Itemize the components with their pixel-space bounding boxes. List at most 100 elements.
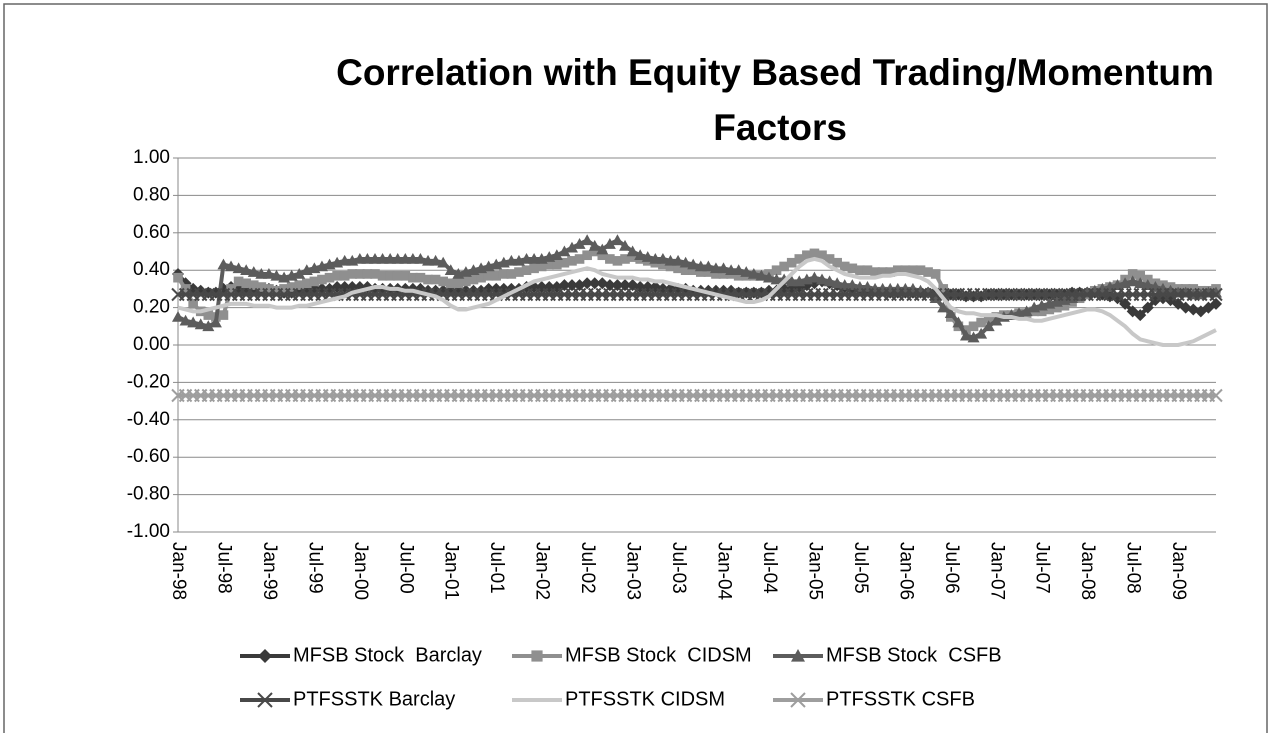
marker [596,243,609,255]
marker [1119,297,1132,310]
marker [491,271,502,281]
series [171,388,1223,403]
marker [672,254,685,266]
marker [1135,271,1146,281]
x-tick-label: Jul-99 [304,542,325,594]
x-tick-label: Jan-01 [441,542,462,600]
marker [498,269,509,279]
marker [544,259,555,270]
y-tick-label: 0.20 [133,297,170,318]
marker [437,256,450,268]
marker [225,260,238,272]
marker [603,279,616,292]
marker [923,267,933,277]
marker [846,279,859,290]
marker [588,239,601,251]
marker [453,278,464,289]
marker [770,273,783,285]
marker [937,301,950,313]
legend-label: PTFSSTK Barclay [293,688,455,710]
marker [709,262,722,274]
marker [581,234,594,246]
marker [779,261,789,272]
marker [589,246,600,257]
marker [209,316,222,328]
marker [240,264,253,275]
marker [468,274,479,285]
legend-item: PTFSSTK Barclay [240,688,455,710]
marker [309,276,320,287]
marker [802,250,812,261]
marker [824,254,835,264]
marker [1210,297,1222,310]
marker [1044,304,1055,315]
x-tick-label: Jul-01 [486,542,507,594]
marker [339,271,350,281]
marker [982,320,995,332]
marker [687,258,700,270]
x-tick-label: Jan-02 [532,542,553,600]
chart-title: Correlation with Equity Based Trading/Mo… [336,52,1214,148]
marker [347,269,358,279]
marker [967,331,980,343]
marker [506,269,517,279]
marker [536,261,547,272]
legend-label: MFSB Stock CIDSM [565,644,752,666]
marker [838,279,851,290]
y-tick-label: 0.00 [133,334,170,355]
marker [747,267,760,279]
marker [400,271,411,281]
marker [817,250,827,261]
marker [976,317,986,328]
marker [180,284,191,294]
marker [679,256,692,268]
marker [218,310,229,320]
marker [1141,279,1154,290]
marker [567,256,577,266]
marker [656,252,669,264]
marker [528,252,541,264]
marker [831,277,844,289]
chart-frame [3,3,1268,733]
marker [634,249,647,261]
marker [771,265,782,275]
marker [187,316,200,328]
x-tick-label: Jan-07 [986,542,1007,600]
marker [944,307,957,319]
marker [248,280,259,290]
marker [1209,287,1223,302]
marker [755,269,768,281]
marker [688,265,699,275]
marker [1141,301,1154,314]
marker [293,267,306,279]
marker [279,284,289,294]
marker [702,260,715,272]
marker [649,252,662,264]
marker [603,238,616,249]
marker [809,248,820,259]
y-tick-label: -0.40 [127,409,170,430]
marker [870,267,880,277]
marker [338,254,351,266]
y-tick-label: -0.60 [127,446,170,467]
marker [270,269,283,281]
marker [794,254,805,264]
marker [188,299,198,309]
marker [791,649,805,662]
x-tick-label: Jan-00 [350,542,371,600]
legend-label: MFSB Stock Barclay [293,644,482,666]
marker [550,249,563,261]
marker [983,314,994,324]
marker [241,278,251,289]
marker [627,252,638,262]
legend-label: MFSB Stock CSFB [826,644,1002,666]
marker [355,269,365,279]
marker [332,271,342,281]
marker [406,252,419,264]
marker [619,239,632,251]
marker [877,267,888,277]
marker [959,329,972,341]
marker [565,279,578,292]
x-tick-label: Jan-04 [714,542,735,601]
marker [1036,306,1047,317]
